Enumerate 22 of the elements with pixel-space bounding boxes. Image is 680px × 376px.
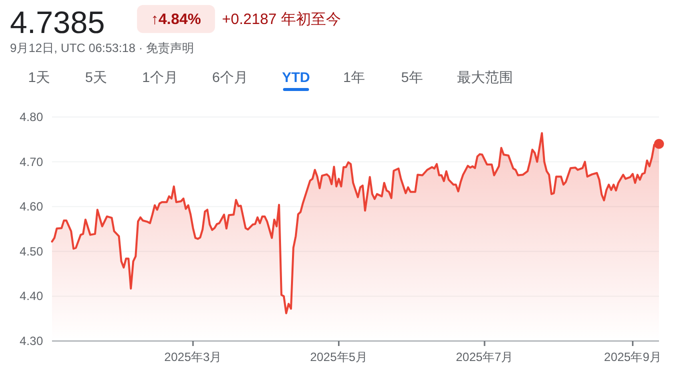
text: YTD (282, 69, 310, 85)
y-tick-label: 4.60 (20, 200, 44, 214)
x-tick-label: 2025年9月 (604, 350, 662, 364)
y-tick-label: 4.40 (20, 289, 44, 304)
x-tick-label: 2025年5月 (310, 350, 368, 364)
text: +0.2187 年初至今 (222, 11, 341, 28)
text: 5年 (401, 69, 423, 85)
y-tick-label: 4.70 (20, 154, 44, 169)
text: 6个月 (212, 69, 248, 85)
text: 1年 (343, 69, 365, 85)
y-tick-label: 4.80 (20, 110, 44, 124)
chart-subtitle: 9月12日, UTC 06:53:18 · 免责声明 (10, 41, 194, 55)
y-tick-label: 4.50 (20, 244, 44, 258)
x-tick-label: 2025年3月 (164, 350, 222, 364)
text: 最大范围 (457, 69, 513, 85)
text: ↑4.84% (150, 11, 202, 28)
chart-title: 4.7385 (10, 5, 105, 40)
y-tick-label: 4.30 (20, 334, 44, 348)
x-tick-label: 2025年7月 (456, 350, 514, 364)
text: 1天 (28, 69, 50, 85)
text: 1个月 (142, 69, 178, 85)
text: 5天 (85, 69, 107, 85)
